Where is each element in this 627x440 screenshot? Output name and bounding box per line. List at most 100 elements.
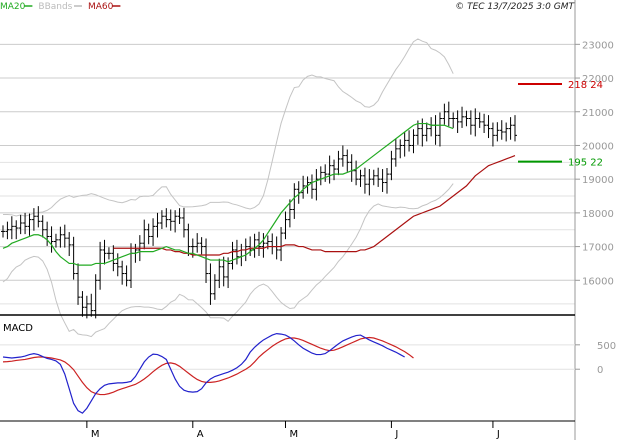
ohlc-bar (376, 167, 381, 187)
ma60-path (113, 155, 516, 256)
ohlc-bar (252, 233, 257, 258)
ohlc-bar (314, 169, 319, 201)
ohlc-bar (499, 120, 504, 140)
ohlc-bar (332, 159, 337, 181)
ohlc-bar (204, 238, 209, 283)
ohlc-bar (199, 237, 204, 255)
ohlc-bar (124, 265, 129, 287)
ohlc-bar (129, 243, 133, 289)
ohlc-bar (164, 208, 169, 228)
ohlc-bar (151, 218, 156, 246)
ohlc-bar (482, 113, 487, 133)
ohlc-bar (371, 169, 376, 186)
ohlc-bar (393, 138, 398, 167)
ohlc-bar (31, 208, 36, 231)
ohlc-bar (71, 236, 76, 280)
ohlc-bar (490, 122, 495, 147)
ohlc-bar (415, 120, 420, 145)
macd-panel-label: MACD (3, 323, 33, 334)
ohlc-bar (301, 175, 306, 199)
ohlc-bar (93, 274, 98, 319)
ohlc-bar (358, 169, 363, 187)
ohlc-bar (504, 122, 509, 142)
ohlc-bar (486, 115, 491, 139)
ohlc-bar (283, 211, 288, 240)
ohlc-bar (173, 210, 178, 233)
ohlc-bar (80, 291, 85, 317)
time-tick-label: M (91, 429, 100, 440)
ohlc-bar (336, 150, 341, 176)
time-tick-label: J (394, 429, 398, 440)
ohlc-bar (40, 215, 45, 238)
price-tick-label: 17000 (582, 243, 614, 254)
ohlc-bar (257, 231, 261, 257)
ohlc-bar (230, 241, 235, 270)
ohlc-bar (67, 232, 72, 257)
ohlc-bar (473, 108, 478, 137)
ohlc-bar (420, 118, 425, 147)
ohlc-bar (513, 115, 517, 142)
ohlc-bar (446, 101, 451, 127)
ohlc-bar (221, 256, 226, 287)
ohlc-bar (402, 132, 407, 157)
ohlc-bar (62, 224, 67, 248)
ohlc-bar (53, 233, 58, 248)
ohlc-bar (367, 169, 372, 196)
ohlc-bar (309, 174, 314, 199)
ohlc-bar (433, 115, 438, 145)
ohlc-bar (23, 212, 28, 235)
ohlc-bar (464, 110, 469, 127)
ohlc-bar (89, 293, 94, 317)
ohlc-bar (49, 226, 54, 253)
ohlc-bar (407, 130, 412, 152)
ohlc-bar (429, 117, 434, 137)
legend-label: MA20 (0, 2, 26, 12)
bollinger-bands (2, 38, 454, 338)
main-grid (0, 43, 575, 305)
legend-label: BBands (38, 2, 72, 12)
ohlc-bar (115, 253, 120, 277)
bband-upper (2, 38, 454, 217)
ohlc-bar (217, 258, 222, 289)
macd-signal-line (2, 336, 414, 396)
ohlc-bar (102, 239, 107, 265)
ohlc-bar (106, 247, 111, 260)
ohlc-bar (455, 110, 460, 133)
legend-label: MA60 (88, 2, 114, 12)
bband-lower (2, 183, 454, 338)
ohlc-bar (442, 103, 447, 125)
ohlc-bar (76, 263, 81, 305)
ohlc-bar (27, 213, 32, 236)
macd-line (2, 332, 405, 414)
price-tick-label: 19000 (582, 175, 614, 186)
ohlc-bar (168, 209, 173, 231)
ohlc-bar (274, 236, 279, 260)
ohlc-bar (45, 221, 50, 246)
ma20-line (2, 122, 454, 266)
price-marker-label: 218 24 (568, 80, 603, 91)
ohlc-bar (495, 122, 500, 142)
price-markers: 218 24 195 22 (518, 80, 603, 169)
ohlc-bar (424, 122, 429, 142)
ohlc-bar (261, 233, 266, 258)
price-tick-label: 18000 (582, 209, 614, 220)
ohlc-bar (14, 220, 19, 240)
price-tick-label: 23000 (582, 40, 614, 51)
ohlc-bar (111, 245, 116, 272)
ohlc-bar (155, 212, 160, 238)
ohlc-bar (279, 227, 284, 262)
ohlc-bar (186, 223, 191, 257)
ohlc-bar (146, 223, 151, 245)
ma60-line (113, 155, 516, 256)
ohlc-bar (159, 210, 164, 230)
ohlc-bar (389, 150, 394, 181)
ohlc-bar (212, 274, 217, 300)
ohlc-bar (398, 139, 403, 159)
ohlc-bar (9, 216, 14, 240)
ohlc-bar (460, 106, 465, 128)
ohlc-bar (468, 110, 473, 135)
ohlc-bar (142, 219, 147, 250)
ohlc-bar (177, 208, 182, 224)
